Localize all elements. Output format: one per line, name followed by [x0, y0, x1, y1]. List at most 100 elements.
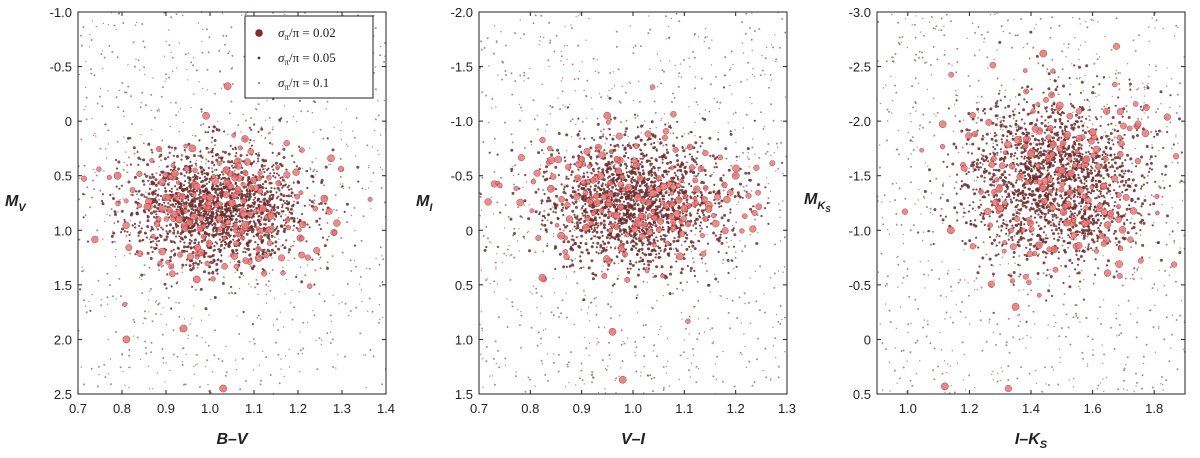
data-point	[140, 273, 144, 277]
data-point	[140, 134, 142, 136]
data-point	[578, 267, 581, 270]
data-point	[281, 244, 284, 247]
data-point	[234, 155, 237, 158]
data-point	[197, 172, 200, 175]
data-point	[233, 263, 240, 270]
data-point	[660, 82, 663, 85]
data-point	[379, 54, 382, 57]
data-point	[772, 46, 775, 49]
data-point	[158, 178, 166, 186]
data-point	[344, 302, 347, 305]
data-point	[313, 202, 315, 205]
data-point	[221, 263, 228, 270]
data-point	[219, 183, 223, 187]
data-point	[511, 191, 515, 195]
x-tick-label: 0.8	[113, 401, 131, 416]
data-point	[140, 193, 144, 197]
data-point	[179, 324, 188, 333]
data-point	[198, 139, 201, 142]
data-point	[694, 121, 696, 124]
data-point	[353, 136, 356, 139]
data-point	[288, 248, 292, 252]
data-point	[285, 239, 288, 242]
data-point	[709, 329, 711, 331]
data-point	[629, 267, 632, 270]
data-point	[342, 187, 345, 189]
data-point	[764, 152, 767, 155]
data-point	[707, 284, 710, 287]
data-point	[780, 120, 782, 122]
data-point	[234, 146, 237, 149]
data-point	[663, 70, 665, 73]
data-point	[597, 236, 601, 240]
data-point	[597, 222, 600, 225]
data-point	[563, 63, 565, 66]
data-point	[110, 234, 114, 238]
data-point	[157, 188, 160, 191]
data-point	[713, 166, 716, 169]
data-point	[616, 143, 620, 147]
data-point	[701, 262, 704, 264]
data-point	[708, 191, 712, 195]
data-point	[481, 176, 484, 179]
data-point	[229, 228, 233, 232]
data-point	[273, 236, 276, 239]
data-point	[379, 284, 381, 287]
data-point	[248, 192, 252, 196]
data-point	[762, 369, 764, 372]
data-point	[268, 199, 271, 202]
data-point	[580, 208, 582, 211]
data-point	[148, 187, 151, 190]
data-point	[245, 248, 248, 251]
data-point	[346, 221, 349, 224]
data-point	[222, 191, 230, 199]
data-point	[667, 170, 670, 173]
data-point	[751, 49, 753, 52]
data-point	[283, 375, 285, 378]
data-point	[132, 146, 136, 150]
data-point	[194, 162, 197, 165]
data-point	[735, 251, 737, 253]
data-point	[90, 72, 93, 75]
data-point	[189, 247, 193, 250]
data-point	[687, 357, 689, 360]
data-point	[255, 245, 262, 253]
data-point	[722, 262, 724, 264]
data-point	[309, 168, 312, 171]
data-point	[181, 14, 184, 17]
data-point	[666, 173, 669, 176]
data-point	[533, 177, 535, 179]
data-point	[591, 370, 594, 373]
data-point	[158, 266, 160, 268]
data-point	[739, 240, 741, 242]
data-point	[359, 332, 362, 335]
data-point	[129, 213, 133, 217]
data-point	[157, 203, 161, 207]
data-point	[282, 219, 285, 222]
data-point	[159, 194, 163, 198]
data-point	[644, 120, 646, 122]
data-point	[596, 337, 598, 340]
data-point	[220, 87, 223, 90]
data-point	[250, 216, 253, 219]
y-tick-label: 0	[65, 114, 72, 129]
data-point	[343, 210, 346, 213]
data-point	[501, 261, 504, 263]
data-point	[767, 143, 770, 145]
data-point	[117, 220, 120, 223]
data-point	[723, 74, 726, 77]
data-point	[622, 200, 626, 203]
data-point	[118, 277, 121, 280]
data-point	[619, 315, 621, 317]
data-point	[195, 354, 197, 356]
data-point	[494, 340, 497, 343]
data-point	[780, 141, 783, 144]
data-point	[760, 111, 762, 114]
data-point	[193, 93, 195, 95]
data-point	[485, 279, 488, 282]
data-point	[281, 213, 283, 215]
data-point	[308, 147, 311, 149]
data-point	[329, 342, 332, 344]
data-point	[230, 67, 233, 70]
data-point	[709, 291, 711, 293]
